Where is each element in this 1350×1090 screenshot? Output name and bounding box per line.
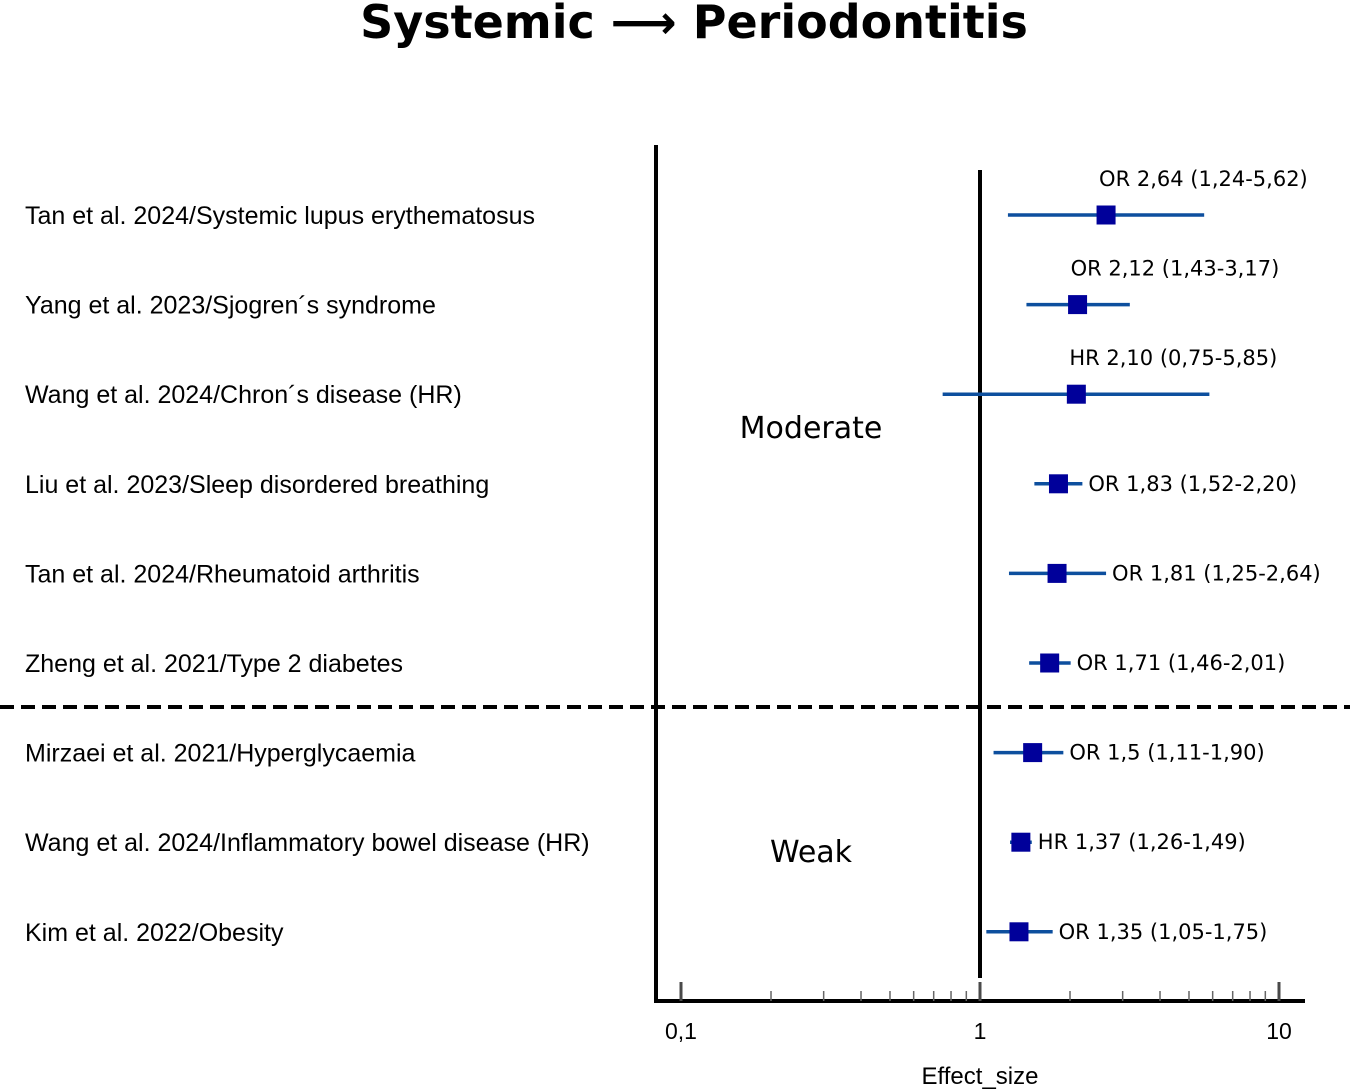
tick-label: 1 bbox=[974, 1018, 987, 1044]
study-rows: Tan et al. 2024/Systemic lupus erythemat… bbox=[25, 167, 1321, 947]
chart-title: Systemic ⟶ Periodontitis bbox=[360, 0, 1028, 49]
study-label: Mirzaei et al. 2021/Hyperglycaemia bbox=[25, 740, 416, 768]
point-estimate-marker bbox=[1096, 205, 1116, 225]
effect-size-annotation: OR 2,12 (1,43-3,17) bbox=[1071, 257, 1280, 281]
effect-size-annotation: OR 2,64 (1,24-5,62) bbox=[1099, 167, 1308, 191]
tick-label: 0,1 bbox=[665, 1018, 697, 1044]
study-label: Tan et al. 2024/Systemic lupus erythemat… bbox=[25, 202, 535, 230]
study-label: Wang et al. 2024/Inflammatory bowel dise… bbox=[25, 829, 590, 857]
x-axis-ticks bbox=[679, 982, 1281, 1001]
study-row: Yang et al. 2023/Sjogren´s syndrome OR 2,… bbox=[25, 257, 1279, 320]
point-estimate-marker bbox=[1068, 295, 1088, 315]
point-estimate-marker bbox=[1047, 563, 1067, 583]
study-row: Tan et al. 2024/Systemic lupus erythemat… bbox=[25, 167, 1308, 230]
study-row: Mirzaei et al. 2021/Hyperglycaemia OR 1,5… bbox=[25, 740, 1265, 768]
study-label: Wang et al. 2024/Chron´s disease (HR) bbox=[25, 381, 462, 409]
tick-label: 10 bbox=[1266, 1018, 1292, 1044]
effect-size-annotation: OR 1,71 (1,46-2,01) bbox=[1077, 651, 1286, 675]
study-label: Liu et al. 2023/Sleep disordered breathi… bbox=[25, 471, 489, 499]
point-estimate-marker bbox=[1040, 653, 1060, 673]
zone-label-moderate: Moderate bbox=[740, 411, 883, 446]
study-row: Tan et al. 2024/Rheumatoid arthritis OR 1… bbox=[25, 560, 1321, 588]
x-axis-title: Effect_size bbox=[922, 1063, 1039, 1090]
point-estimate-marker bbox=[1009, 922, 1029, 942]
effect-size-annotation: HR 1,37 (1,26-1,49) bbox=[1038, 830, 1246, 854]
effect-size-annotation: OR 1,81 (1,25-2,64) bbox=[1112, 561, 1321, 585]
effect-size-annotation: HR 2,10 (0,75-5,85) bbox=[1069, 346, 1277, 370]
study-row: Wang et al. 2024/Inflammatory bowel dise… bbox=[25, 829, 1246, 857]
study-label: Zheng et al. 2021/Type 2 diabetes bbox=[25, 650, 403, 678]
effect-size-annotation: OR 1,83 (1,52-2,20) bbox=[1088, 472, 1297, 496]
study-row: Zheng et al. 2021/Type 2 diabetes OR 1,71… bbox=[25, 650, 1285, 678]
study-label: Yang et al. 2023/Sjogren´s syndrome bbox=[25, 292, 436, 320]
study-row: Wang et al. 2024/Chron´s disease (HR) HR … bbox=[25, 346, 1277, 409]
study-row: Liu et al. 2023/Sleep disordered breathi… bbox=[25, 471, 1297, 499]
point-estimate-marker bbox=[1023, 743, 1043, 763]
point-estimate-marker bbox=[1066, 384, 1086, 404]
point-estimate-marker bbox=[1048, 474, 1068, 494]
point-estimate-marker bbox=[1011, 832, 1031, 852]
effect-size-annotation: OR 1,5 (1,11-1,90) bbox=[1069, 741, 1264, 765]
effect-size-annotation: OR 1,35 (1,05-1,75) bbox=[1059, 920, 1268, 944]
study-label: Tan et al. 2024/Rheumatoid arthritis bbox=[25, 560, 420, 588]
x-axis-tick-labels: 0,1 1 10 bbox=[665, 1018, 1292, 1044]
study-row: Kim et al. 2022/Obesity OR 1,35 (1,05-1,7… bbox=[25, 919, 1267, 947]
study-label: Kim et al. 2022/Obesity bbox=[25, 919, 284, 947]
zone-label-weak: Weak bbox=[770, 835, 853, 870]
